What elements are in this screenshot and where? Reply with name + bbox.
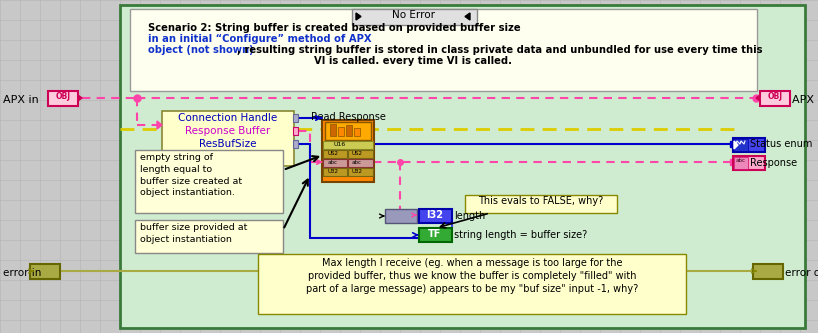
Text: Connection Handle: Connection Handle <box>178 113 277 123</box>
Text: U32: U32 <box>352 169 363 174</box>
Bar <box>48 91 78 106</box>
Text: error in: error in <box>3 268 42 278</box>
Text: abc: abc <box>352 160 362 165</box>
Bar <box>348 159 373 167</box>
Bar <box>323 141 373 149</box>
Bar <box>323 159 347 167</box>
Text: This evals to FALSE, why?: This evals to FALSE, why? <box>479 196 604 206</box>
Text: APX out: APX out <box>792 95 818 105</box>
Text: Read Response: Read Response <box>311 112 385 122</box>
Bar <box>338 127 344 136</box>
Bar <box>734 157 748 169</box>
Bar <box>293 127 298 135</box>
Text: U32: U32 <box>328 169 339 174</box>
Bar <box>330 124 336 136</box>
Bar <box>293 114 298 122</box>
Text: in an initial “Configure” method of APX: in an initial “Configure” method of APX <box>148 34 371 44</box>
Text: U16: U16 <box>334 142 346 147</box>
Bar <box>385 209 417 223</box>
Text: TF: TF <box>429 229 442 239</box>
Bar <box>465 195 617 213</box>
Text: Response Buffer: Response Buffer <box>186 126 271 136</box>
Polygon shape <box>756 95 760 101</box>
Bar <box>753 264 783 279</box>
Bar <box>325 122 371 140</box>
Bar <box>135 150 283 213</box>
Text: buffer size provided at
object instantiation: buffer size provided at object instantia… <box>140 223 247 244</box>
Polygon shape <box>78 95 82 101</box>
Text: VI is called. every time VI is called.: VI is called. every time VI is called. <box>314 56 512 66</box>
Text: APX in: APX in <box>3 95 38 105</box>
Polygon shape <box>465 13 470 20</box>
Text: Scenario 2: String buffer is created based on provided buffer size: Scenario 2: String buffer is created bas… <box>148 23 524 33</box>
Text: No Error: No Error <box>392 10 434 20</box>
Text: string length = buffer size?: string length = buffer size? <box>454 230 587 240</box>
Text: US2: US2 <box>352 151 363 156</box>
Bar <box>760 91 790 106</box>
Bar <box>348 150 373 158</box>
Bar <box>354 128 360 136</box>
Text: , resulting string buffer is stored in class private data and unbundled for use : , resulting string buffer is stored in c… <box>237 45 762 55</box>
Text: Status enum: Status enum <box>750 139 812 149</box>
Text: Response: Response <box>750 158 797 168</box>
Text: US2: US2 <box>328 151 339 156</box>
Text: length: length <box>454 211 485 221</box>
Bar <box>258 254 686 314</box>
Text: OBJ: OBJ <box>767 92 783 101</box>
Bar <box>323 150 347 158</box>
Polygon shape <box>356 13 361 20</box>
Bar <box>733 156 765 170</box>
Text: OBJ: OBJ <box>56 92 70 101</box>
Bar <box>293 140 298 148</box>
Text: abc: abc <box>736 158 746 163</box>
Text: ResBufSize: ResBufSize <box>200 139 257 149</box>
Bar <box>419 209 452 223</box>
Bar <box>135 220 283 253</box>
Bar <box>734 139 748 151</box>
Text: abc: abc <box>328 160 338 165</box>
Bar <box>348 168 373 176</box>
Bar <box>120 5 805 328</box>
Polygon shape <box>734 141 738 149</box>
Bar <box>323 168 347 176</box>
Text: error out: error out <box>785 268 818 278</box>
Text: Max length I receive (eg. when a message is too large for the
provided buffer, t: Max length I receive (eg. when a message… <box>306 258 638 294</box>
Polygon shape <box>157 121 162 129</box>
Bar <box>30 264 60 279</box>
Bar <box>352 9 477 25</box>
Bar <box>162 111 294 166</box>
Bar <box>733 138 765 152</box>
Bar <box>346 125 352 136</box>
Text: object (not shown): object (not shown) <box>148 45 254 55</box>
Text: I32: I32 <box>426 210 443 220</box>
Text: empty string of
length equal to
buffer size created at
object instantiation.: empty string of length equal to buffer s… <box>140 153 242 197</box>
Bar <box>322 120 374 182</box>
Bar <box>419 228 452 242</box>
Bar <box>130 9 757 91</box>
